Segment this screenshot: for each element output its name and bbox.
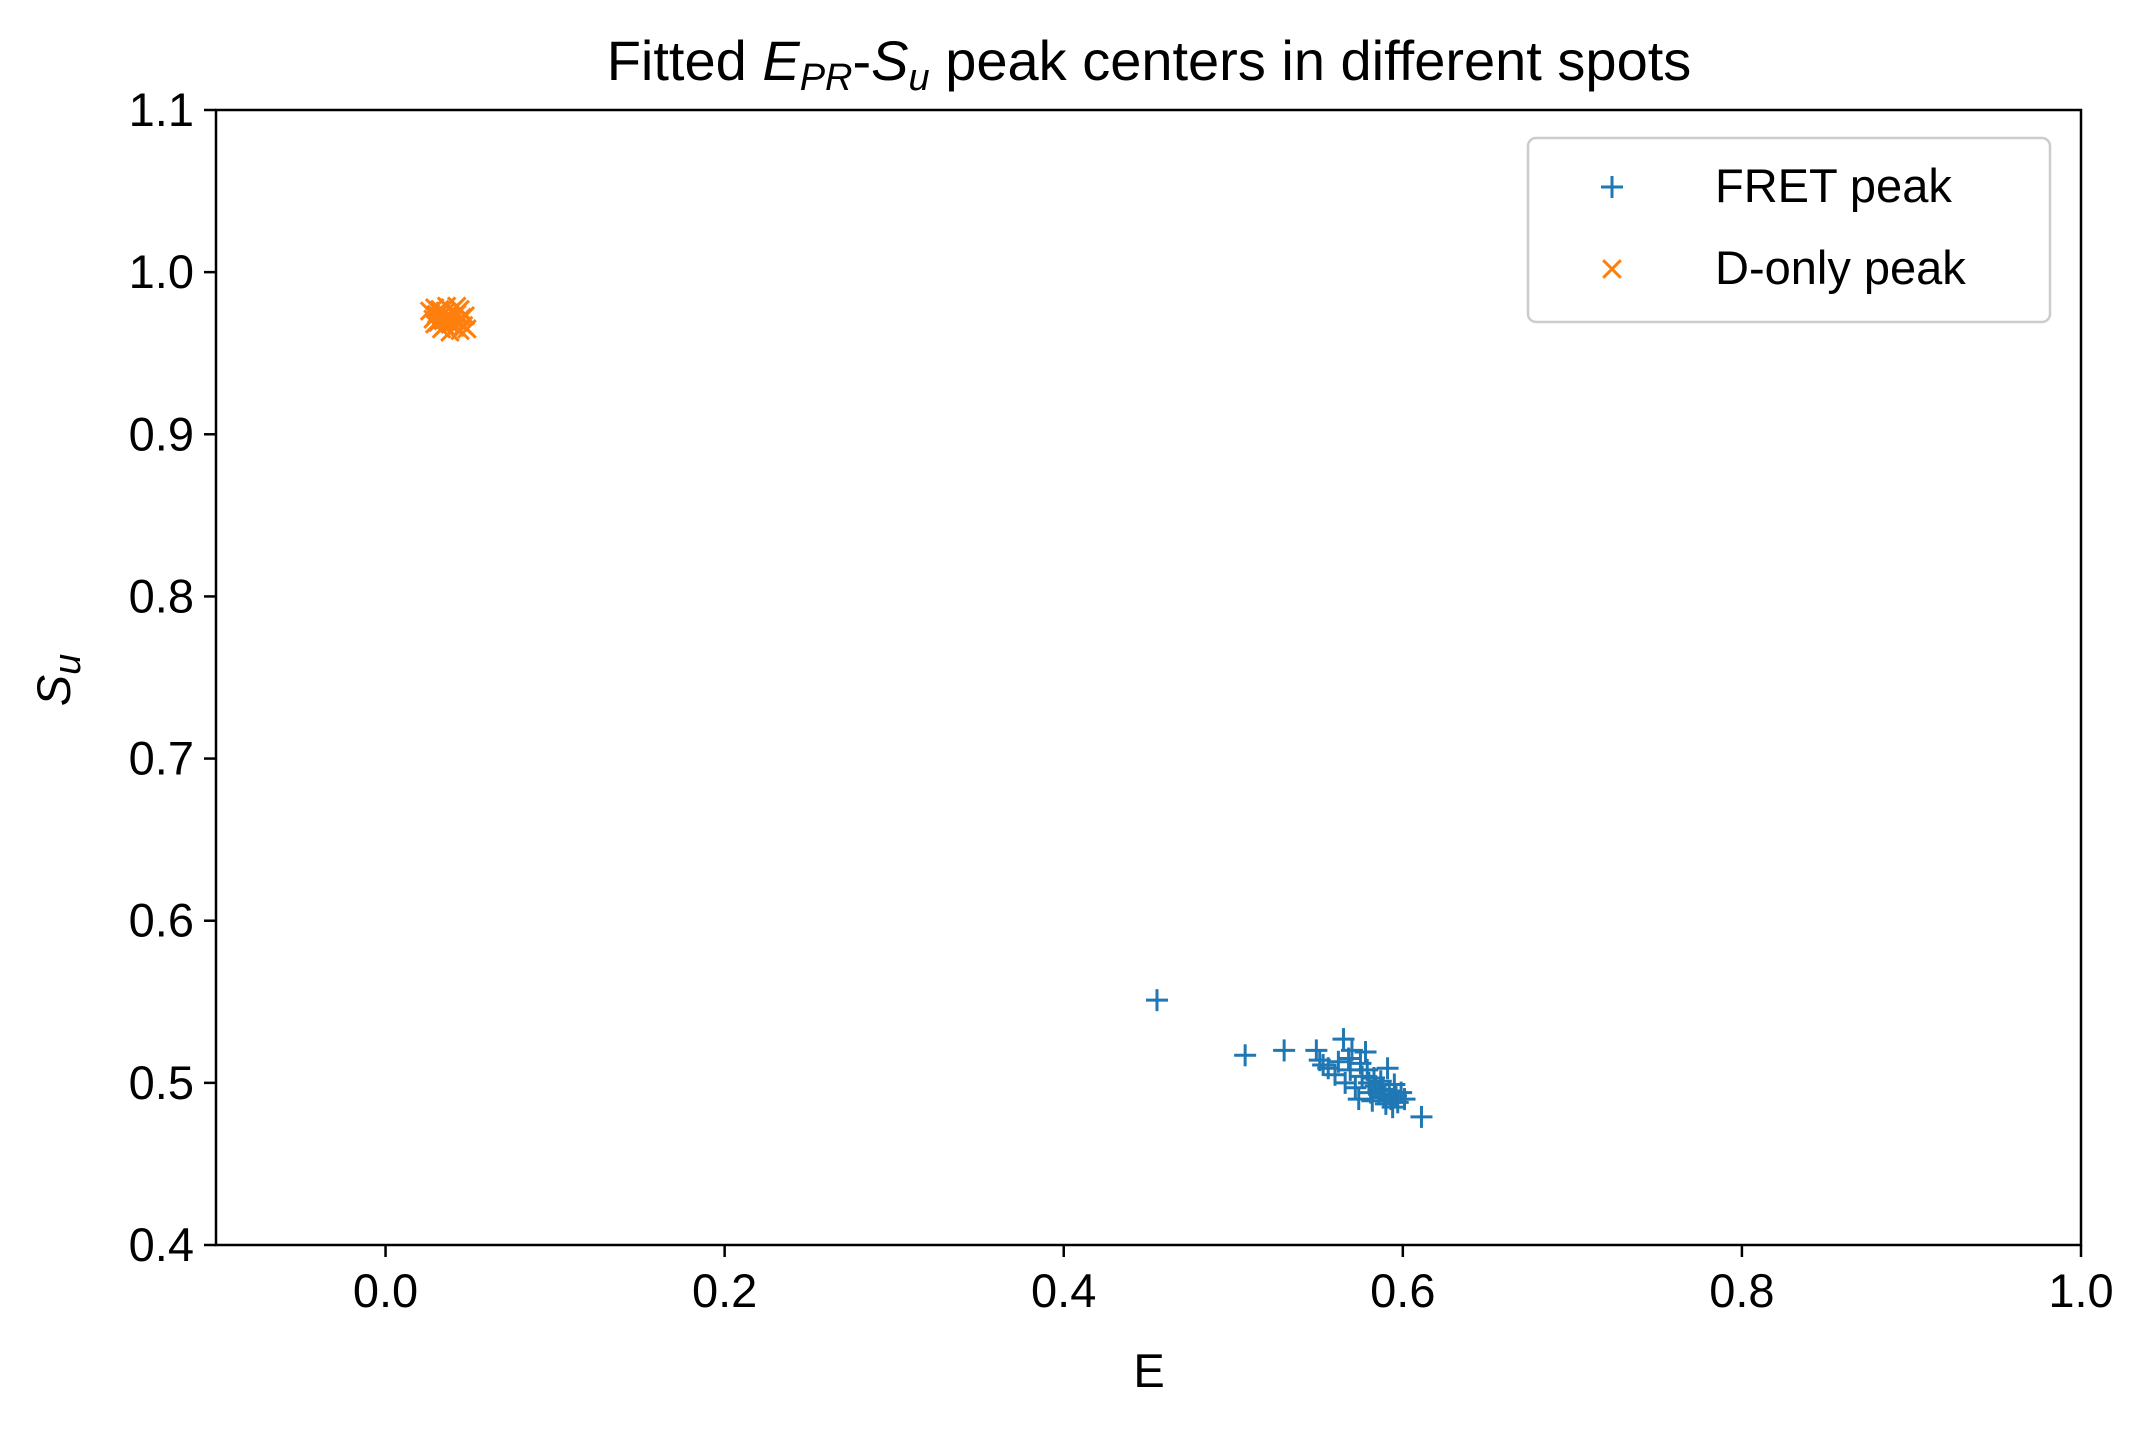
y-tick-label: 1.1 [129, 83, 194, 136]
y-tick-label: 1.0 [129, 245, 194, 298]
x-tick-label: 0.6 [1370, 1264, 1435, 1317]
y-tick-label: 0.7 [129, 732, 194, 785]
fret-point [1347, 1088, 1370, 1111]
legend-label-donly: D-only peak [1715, 241, 1966, 294]
donly-point [446, 296, 467, 317]
y-tick-label: 0.8 [129, 569, 194, 622]
axes-frame [214, 108, 2083, 1247]
legend-plus-icon [1601, 176, 1623, 198]
x-tick-label: 0.2 [692, 1264, 757, 1317]
fret-point [1349, 1052, 1372, 1075]
fret-point [1332, 1028, 1355, 1051]
fret-point [1381, 1096, 1404, 1119]
x-axis-label: E [1133, 1344, 1164, 1397]
y-axis-label: Su [27, 654, 89, 707]
fret-point [1305, 1039, 1328, 1062]
x-tick-label: 1.0 [2048, 1264, 2113, 1317]
series-donly-peak [419, 296, 477, 342]
legend-marker-fret [1601, 176, 1623, 198]
y-axis-label-subscript: u [47, 654, 89, 675]
title-prefix: Fitted [607, 29, 763, 92]
fret-point [1273, 1039, 1296, 1062]
x-tick-label: 0.4 [1031, 1264, 1096, 1317]
fret-point [1376, 1057, 1399, 1080]
x-tick-label: 0.0 [353, 1264, 418, 1317]
legend-marker-donly [1602, 259, 1622, 279]
title-dash: - [852, 29, 871, 92]
fret-point [1327, 1050, 1350, 1073]
fret-point [1234, 1044, 1257, 1067]
title-s-subscript: u [909, 57, 930, 99]
fret-point [1393, 1088, 1416, 1111]
legend-label-fret: FRET peak [1715, 159, 1952, 212]
fret-point [1344, 1076, 1367, 1099]
plot-area: 0.0 0.2 0.4 0.6 0.8 1.0 0.4 0.5 0.6 0.7 0.8 0.9 1.0 1… [129, 83, 2114, 1317]
marker-stroke [446, 296, 467, 317]
donly-point [424, 314, 445, 334]
chart-title: Fitted EPR-Su peak centers in different … [607, 29, 1692, 99]
y-tick-label: 0.4 [129, 1218, 194, 1271]
y-tick-label: 0.6 [129, 894, 194, 947]
title-e-symbol: E [762, 29, 800, 92]
series-fret-peak [1145, 989, 1433, 1128]
marker-stroke [450, 320, 471, 341]
fret-point [1410, 1105, 1433, 1128]
donly-point [457, 319, 477, 339]
x-tick-label: 0.8 [1709, 1264, 1774, 1317]
marker-stroke [1602, 259, 1622, 279]
title-s-symbol: S [871, 29, 908, 92]
legend: FRET peak D-only peak [1526, 136, 2052, 324]
legend-x-icon [1602, 259, 1622, 279]
marker-stroke [424, 314, 445, 334]
y-axis-label-symbol: S [27, 675, 80, 706]
title-suffix: peak centers in different spots [930, 29, 1692, 92]
y-tick-label: 0.5 [129, 1056, 194, 1109]
donly-point [450, 320, 471, 341]
title-e-subscript: PR [800, 57, 853, 99]
legend-frame [1526, 136, 2052, 324]
fret-point [1145, 989, 1168, 1012]
marker-stroke [457, 319, 477, 339]
y-tick-label: 0.9 [129, 407, 194, 460]
fret-point [1354, 1041, 1377, 1064]
fret-point [1334, 1071, 1357, 1094]
fret-point [1312, 1054, 1335, 1077]
fret-point [1337, 1047, 1360, 1070]
